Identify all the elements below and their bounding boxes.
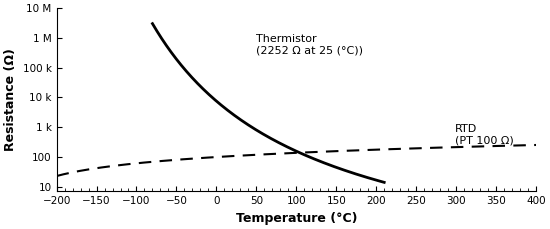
Y-axis label: Resistance (Ω): Resistance (Ω)	[4, 48, 17, 151]
X-axis label: Temperature (°C): Temperature (°C)	[235, 212, 357, 225]
Text: RTD
(PT 100 Ω): RTD (PT 100 Ω)	[454, 124, 513, 146]
Text: Thermistor
(2252 Ω at 25 (°C)): Thermistor (2252 Ω at 25 (°C))	[256, 34, 364, 55]
